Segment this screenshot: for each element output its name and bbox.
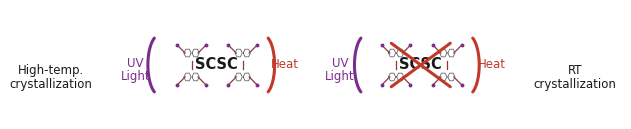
Text: UV: UV [332, 57, 348, 70]
Text: SCSC: SCSC [399, 58, 442, 72]
Text: Light: Light [121, 70, 150, 83]
Text: SCSC: SCSC [195, 58, 237, 72]
Text: Light: Light [326, 70, 355, 83]
Text: UV: UV [127, 57, 144, 70]
Text: Heat: Heat [271, 58, 299, 71]
Text: High-temp.: High-temp. [18, 64, 84, 77]
Text: RT: RT [568, 64, 582, 77]
Text: Heat: Heat [478, 58, 505, 71]
Text: crystallization: crystallization [9, 78, 92, 91]
Text: crystallization: crystallization [534, 78, 616, 91]
